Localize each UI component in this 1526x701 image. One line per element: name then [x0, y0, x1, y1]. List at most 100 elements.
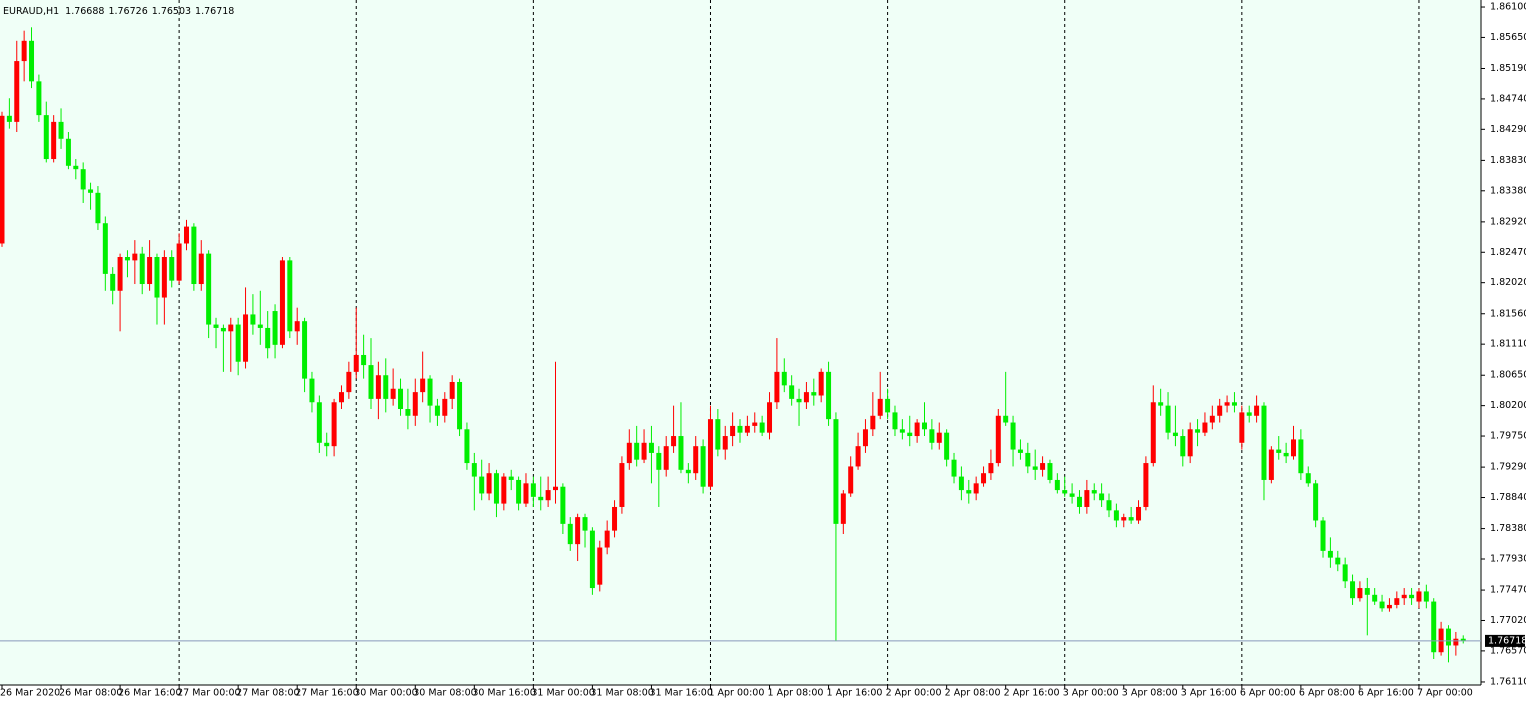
candle-body: [508, 476, 514, 480]
candle-body: [796, 398, 802, 403]
candle-body: [936, 432, 942, 443]
candle-body: [1017, 449, 1023, 453]
y-tick-label: 1.85190: [1490, 63, 1526, 74]
x-tick-label: 1 Apr 00:00: [708, 688, 764, 699]
candle-body: [257, 324, 263, 328]
candle-body: [1195, 429, 1201, 433]
candle-body: [1172, 432, 1178, 437]
candle-body: [619, 463, 625, 507]
y-tick-label: 1.78380: [1490, 523, 1526, 534]
x-tick-label: 1 Apr 08:00: [768, 688, 824, 699]
candle-body: [1003, 415, 1009, 423]
candle-body: [294, 321, 300, 332]
candle-body: [73, 165, 79, 170]
candle-body: [1180, 436, 1186, 457]
candle-body: [656, 452, 662, 470]
candle-body: [95, 192, 101, 224]
candle-body: [885, 398, 891, 413]
candle-body: [390, 388, 396, 399]
candle-body: [530, 483, 536, 497]
candle-body: [877, 398, 883, 416]
candle-body: [545, 490, 551, 501]
candle-body: [139, 253, 145, 285]
y-tick-label: 1.77470: [1490, 585, 1526, 596]
x-tick-label: 27 Mar 00:00: [177, 688, 240, 699]
candle-body: [383, 375, 389, 399]
candle-body: [220, 327, 226, 332]
x-tick-label: 1 Apr 16:00: [827, 688, 883, 699]
candle-body: [368, 365, 374, 399]
candle-body: [641, 442, 647, 460]
candle-body: [1187, 429, 1193, 457]
candle-body: [774, 371, 780, 403]
candle-body: [1047, 463, 1053, 480]
candle-body: [575, 517, 581, 545]
candle-body: [833, 419, 839, 524]
candle-body: [449, 381, 455, 399]
candle-body: [1091, 490, 1097, 494]
candle-body: [1106, 500, 1112, 511]
y-tick-label: 1.82920: [1490, 216, 1526, 227]
candle-body: [235, 324, 241, 362]
candle-body: [1313, 483, 1319, 521]
y-tick-label: 1.84740: [1490, 93, 1526, 104]
y-tick-label: 1.76570: [1490, 645, 1526, 656]
bar-open: 1.76688: [65, 6, 104, 17]
header: EURAUD,H1 1.76688 1.76726 1.76503 1.76718: [3, 6, 234, 17]
candle-body: [826, 371, 832, 420]
candle-body: [184, 226, 189, 244]
candle-body: [803, 392, 809, 403]
candle-body: [767, 402, 773, 433]
candle-body: [604, 530, 610, 548]
candle-body: [243, 314, 249, 362]
candle-body: [272, 311, 278, 345]
candle-body: [1327, 550, 1333, 558]
candle-body: [471, 463, 477, 477]
candle-body: [169, 257, 175, 281]
candle-body: [1040, 463, 1046, 470]
candle-body: [457, 381, 463, 430]
x-tick-label: 3 Apr 16:00: [1181, 688, 1237, 699]
candle-body: [1025, 452, 1031, 467]
candle-body: [0, 115, 5, 244]
x-tick-label: 6 Apr 16:00: [1358, 688, 1414, 699]
candle-body: [176, 243, 182, 281]
candle-body: [693, 446, 699, 474]
candle-body: [250, 314, 256, 325]
current-price-label: 1.76718: [1488, 635, 1526, 646]
candle-body: [287, 260, 293, 332]
y-tick-label: 1.79750: [1490, 431, 1526, 442]
candle-body: [36, 81, 42, 116]
candle-body: [1136, 506, 1142, 521]
candle-body: [1283, 452, 1289, 457]
candle-body: [1254, 405, 1260, 416]
candle-body: [899, 429, 905, 433]
candle-body: [398, 388, 404, 410]
candle-body: [523, 483, 529, 504]
x-tick-label: 2 Apr 08:00: [945, 688, 1001, 699]
y-tick-label: 1.82470: [1490, 247, 1526, 258]
candle-body: [1158, 402, 1164, 406]
candle-body: [922, 422, 927, 430]
candle-body: [944, 432, 950, 460]
candle-body: [1010, 422, 1016, 450]
candle-body: [1217, 405, 1223, 416]
y-tick-label: 1.85650: [1490, 32, 1526, 43]
candle-body: [907, 432, 913, 437]
candle-body: [102, 223, 108, 274]
plot-background: [0, 0, 1481, 685]
candle-body: [412, 392, 418, 416]
bar-low: 1.76503: [152, 6, 191, 17]
candle-body: [1165, 405, 1171, 433]
candle-body: [1350, 581, 1356, 599]
y-tick-label: 1.78840: [1490, 492, 1526, 503]
candle-body: [1298, 439, 1304, 474]
candle-body: [1401, 594, 1407, 599]
candle-body: [1394, 598, 1400, 605]
candle-body: [486, 473, 492, 494]
candle-body: [988, 463, 994, 474]
candle-body: [493, 473, 499, 504]
candle-body: [1379, 601, 1385, 609]
candle-body: [1062, 490, 1068, 494]
